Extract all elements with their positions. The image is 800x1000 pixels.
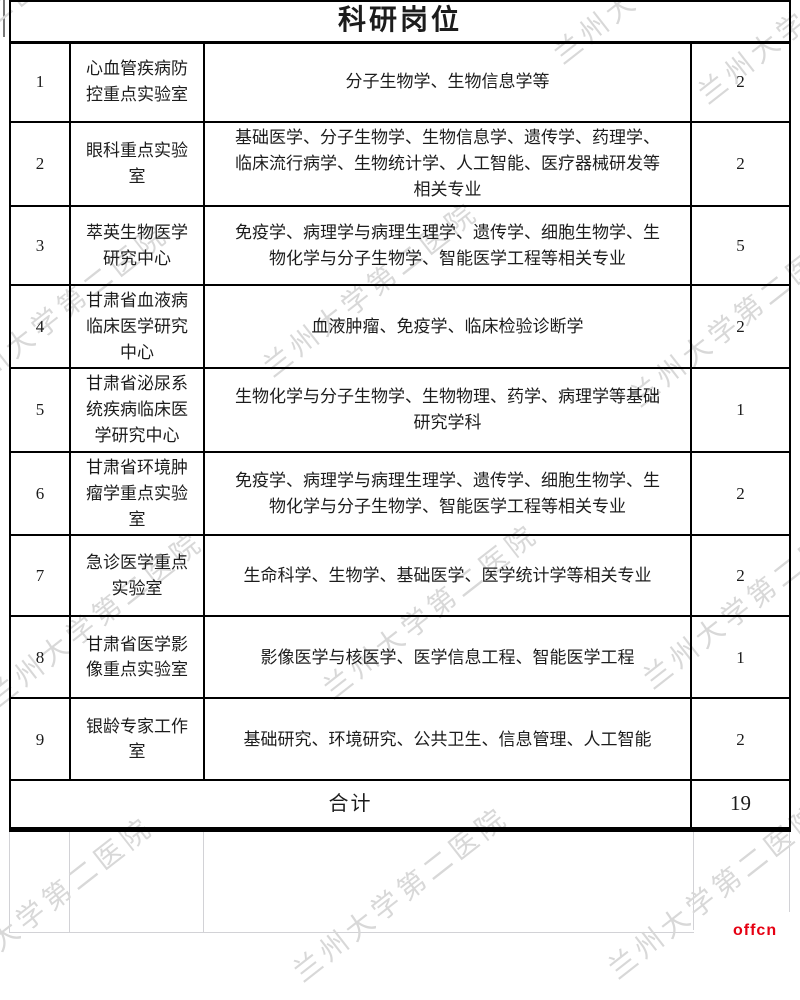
department-name: 急诊医学重点 实验室 (69, 534, 205, 618)
gridline (203, 827, 204, 932)
headcount: 1 (689, 615, 792, 700)
required-majors: 免疫学、病理学与病理生理学、遗传学、细胞生物学、生 物化学与分子生物学、智能医学… (203, 450, 692, 537)
row-number: 8 (9, 615, 71, 700)
headcount: 2 (689, 283, 792, 370)
headcount: 2 (689, 41, 792, 123)
table-row: 3 萃英生物医学 研究中心 免疫学、病理学与病理生理学、遗传学、细胞生物学、生 … (9, 205, 792, 286)
headcount: 2 (689, 697, 792, 782)
total-label: 合计 (9, 779, 692, 832)
department-name: 萃英生物医学 研究中心 (69, 205, 205, 286)
required-majors: 生物化学与分子生物学、生物物理、药学、病理学等基础 研究学科 (203, 367, 692, 453)
table-row: 2 眼科重点实验 室 基础医学、分子生物学、生物信息学、遗传学、药理学、 临床流… (9, 121, 792, 207)
total-value: 19 (689, 779, 792, 832)
headcount: 2 (689, 534, 792, 618)
headcount: 5 (689, 205, 792, 286)
gridline (693, 827, 694, 930)
department-name: 银龄专家工作 室 (69, 697, 205, 782)
row-number: 1 (9, 41, 71, 123)
row-number: 5 (9, 367, 71, 453)
gridline (9, 827, 10, 932)
table-row: 5 甘肃省泌尿系 统疾病临床医 学研究中心 生物化学与分子生物学、生物物理、药学… (9, 367, 792, 453)
table-row: 7 急诊医学重点 实验室 生命科学、生物学、基础医学、医学统计学等相关专业 2 (9, 534, 792, 618)
row-number: 9 (9, 697, 71, 782)
required-majors: 基础研究、环境研究、公共卫生、信息管理、人工智能 (203, 697, 692, 782)
table-row: 9 银龄专家工作 室 基础研究、环境研究、公共卫生、信息管理、人工智能 2 (9, 697, 792, 782)
watermark-text: 兰州大学第二医院 (0, 810, 160, 998)
table-title: 科研岗位 (8, 0, 792, 44)
required-majors: 基础医学、分子生物学、生物信息学、遗传学、药理学、 临床流行病学、生物统计学、人… (203, 121, 692, 207)
row-number: 2 (9, 121, 71, 207)
row-number: 6 (9, 450, 71, 537)
table-row: 6 甘肃省环境肿 瘤学重点实验 室 免疫学、病理学与病理生理学、遗传学、细胞生物… (9, 450, 792, 537)
table-total-row: 合计 19 (9, 779, 792, 832)
gridline (789, 827, 790, 912)
table-row: 8 甘肃省医学影 像重点实验室 影像医学与核医学、医学信息工程、智能医学工程 1 (9, 615, 792, 700)
required-majors: 免疫学、病理学与病理生理学、遗传学、细胞生物学、生 物化学与分子生物学、智能医学… (203, 205, 692, 286)
department-name: 甘肃省医学影 像重点实验室 (69, 615, 205, 700)
page-edge-line (3, 0, 5, 37)
row-number: 4 (9, 283, 71, 370)
department-name: 甘肃省泌尿系 统疾病临床医 学研究中心 (69, 367, 205, 453)
table-row: 4 甘肃省血液病 临床医学研究 中心 血液肿瘤、免疫学、临床检验诊断学 2 (9, 283, 792, 370)
research-positions-table: 科研岗位 1 心血管疾病防 控重点实验室 分子生物学、生物信息学等 2 2 眼科… (8, 0, 792, 832)
gridline (9, 932, 694, 933)
required-majors: 分子生物学、生物信息学等 (203, 41, 692, 123)
headcount: 2 (689, 121, 792, 207)
gridline (69, 827, 70, 932)
department-name: 心血管疾病防 控重点实验室 (69, 41, 205, 123)
table-title-row: 科研岗位 (8, 0, 792, 44)
department-name: 甘肃省环境肿 瘤学重点实验 室 (69, 450, 205, 537)
required-majors: 血液肿瘤、免疫学、临床检验诊断学 (203, 283, 692, 370)
department-name: 甘肃省血液病 临床医学研究 中心 (69, 283, 205, 370)
row-number: 7 (9, 534, 71, 618)
headcount: 2 (689, 450, 792, 537)
row-number: 3 (9, 205, 71, 286)
required-majors: 影像医学与核医学、医学信息工程、智能医学工程 (203, 615, 692, 700)
required-majors: 生命科学、生物学、基础医学、医学统计学等相关专业 (203, 534, 692, 618)
department-name: 眼科重点实验 室 (69, 121, 205, 207)
table-row: 1 心血管疾病防 控重点实验室 分子生物学、生物信息学等 2 (9, 41, 792, 123)
offcn-brand-mark: offcn (733, 922, 778, 939)
headcount: 1 (689, 367, 792, 453)
